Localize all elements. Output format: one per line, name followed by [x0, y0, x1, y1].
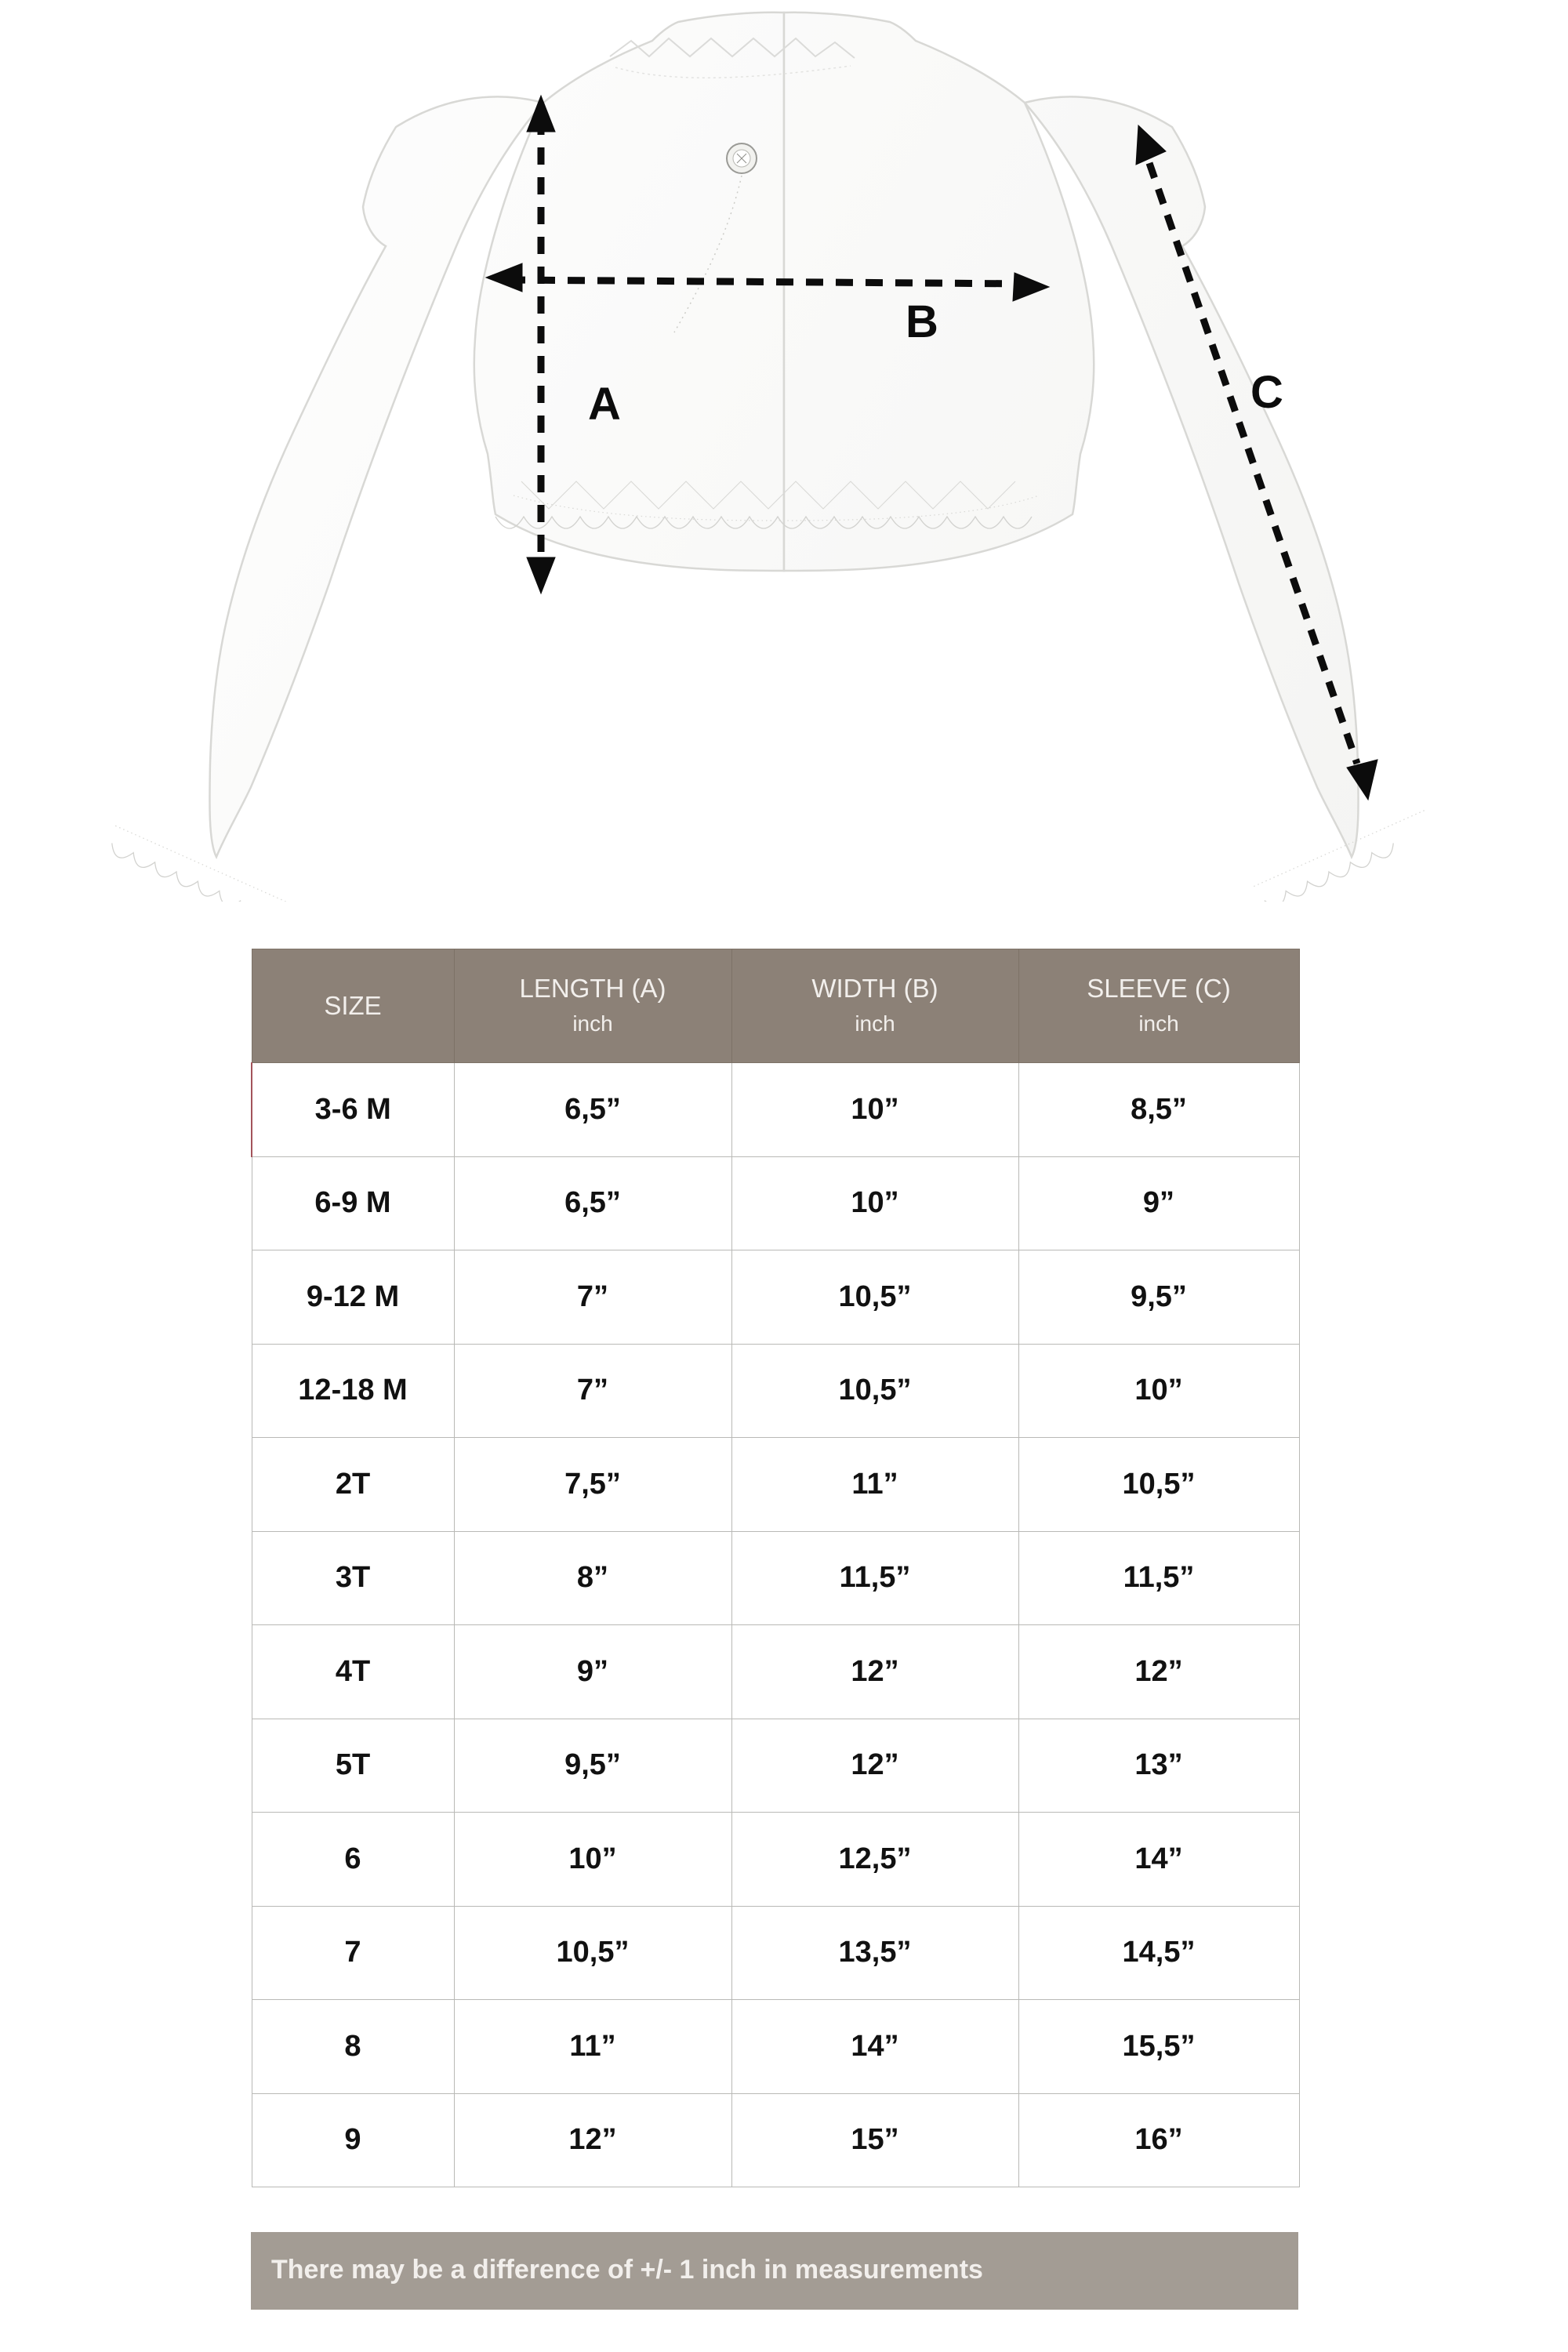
- svg-text:B: B: [906, 296, 938, 347]
- svg-text:C: C: [1250, 367, 1283, 418]
- svg-text:A: A: [588, 379, 621, 430]
